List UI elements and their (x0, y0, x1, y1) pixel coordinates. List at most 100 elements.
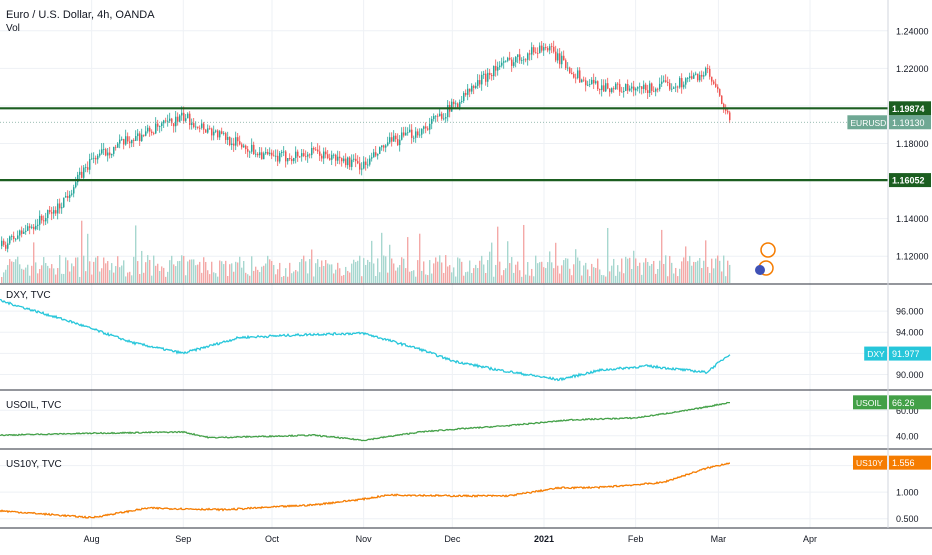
candle-body (181, 112, 183, 116)
candle-body (33, 226, 35, 230)
volume-bar (553, 268, 555, 283)
candle-body (243, 145, 245, 148)
candle-body (285, 151, 287, 162)
volume-bar (17, 256, 19, 283)
candle-body (171, 118, 173, 124)
candle-body (585, 80, 587, 86)
volume-bar (729, 264, 731, 283)
volume-bar (63, 273, 65, 283)
candle-body (399, 139, 401, 146)
volume-bar (59, 255, 61, 283)
volume-bar (345, 266, 347, 283)
time-axis: Aug Sep Oct Nov Dec 2021 Feb Mar Apr (84, 534, 817, 544)
candle-body (287, 158, 289, 162)
candle-body (617, 83, 619, 85)
volume-bar (505, 268, 507, 283)
candle-body (441, 113, 443, 119)
candle-body (307, 154, 309, 157)
volume-bar (489, 251, 491, 283)
y-tick-label: 1.14000 (896, 214, 929, 224)
candle-body (529, 53, 531, 55)
volume-bar (623, 273, 625, 283)
volume-bar (243, 261, 245, 283)
volume-bar (277, 269, 279, 283)
volume-bar (39, 268, 41, 283)
candle-body (359, 163, 361, 170)
candle-body (433, 116, 435, 120)
volume-bar (389, 244, 391, 283)
event-markers[interactable] (755, 242, 776, 276)
candle-body (715, 83, 717, 87)
candle-body (473, 85, 475, 88)
candle-body (369, 158, 371, 165)
volume-bar (687, 261, 689, 283)
volume-bar (87, 233, 89, 283)
candle-body (695, 73, 697, 75)
earnings-event-icon[interactable] (760, 242, 776, 258)
candle-body (331, 154, 333, 160)
candle-body (305, 155, 307, 157)
volume-bar (413, 270, 415, 283)
candle-body (579, 70, 581, 83)
candle-body (717, 86, 719, 90)
candle-body (421, 128, 423, 135)
volume-bar (15, 259, 17, 283)
candle-body (23, 231, 25, 234)
candle-body (289, 158, 291, 160)
volume-bar (77, 257, 79, 283)
volume-bar (199, 261, 201, 283)
volume-bar (679, 268, 681, 283)
volume-bar (73, 266, 75, 283)
volume-bar (727, 260, 729, 283)
volume-bar (197, 264, 199, 283)
series-name-tag-text: DXY (867, 349, 885, 359)
candle-body (603, 85, 605, 92)
candle-body (241, 144, 243, 148)
candle-body (687, 78, 689, 79)
volume-bar (533, 276, 535, 283)
candle-body (185, 118, 187, 121)
candle-body (135, 136, 137, 141)
candle-body (379, 147, 381, 154)
volume-bar (111, 263, 113, 283)
candle-body (245, 145, 247, 150)
candle-body (405, 132, 407, 136)
candle-body (543, 47, 545, 51)
candle-body (351, 159, 353, 167)
candle-body (157, 123, 159, 127)
y-tick-label: 60.00 (896, 406, 919, 416)
candle-body (253, 144, 255, 155)
candle-body (25, 230, 27, 232)
volume-bar (303, 255, 305, 283)
candle-body (553, 46, 555, 52)
volume-bar (147, 255, 149, 283)
volume-bar (261, 266, 263, 283)
candle-body (279, 153, 281, 162)
volume-bar (139, 274, 141, 283)
volume-bar (649, 265, 651, 283)
candle-body (15, 238, 17, 240)
candle-body (479, 80, 481, 85)
candle-body (649, 83, 651, 94)
volume-bar (509, 263, 511, 283)
volume-bar (475, 264, 477, 283)
volume-bar (463, 275, 465, 283)
volume-bar (443, 272, 445, 283)
volume-bar (585, 262, 587, 283)
candle-body (519, 54, 521, 61)
volume-bar (353, 259, 355, 283)
candle-body (429, 123, 431, 130)
volume-bar (113, 272, 115, 283)
candle-body (79, 171, 81, 175)
economic-event-icon[interactable] (755, 265, 765, 275)
volume-bar (83, 255, 85, 283)
level-price-label: 1.16052 (889, 173, 931, 188)
volume-bar (169, 260, 171, 283)
volume-bar (497, 226, 499, 283)
candle-body (509, 57, 511, 60)
usoil-line (0, 401, 730, 442)
candle-body (117, 143, 119, 148)
volume-bar (519, 270, 521, 283)
